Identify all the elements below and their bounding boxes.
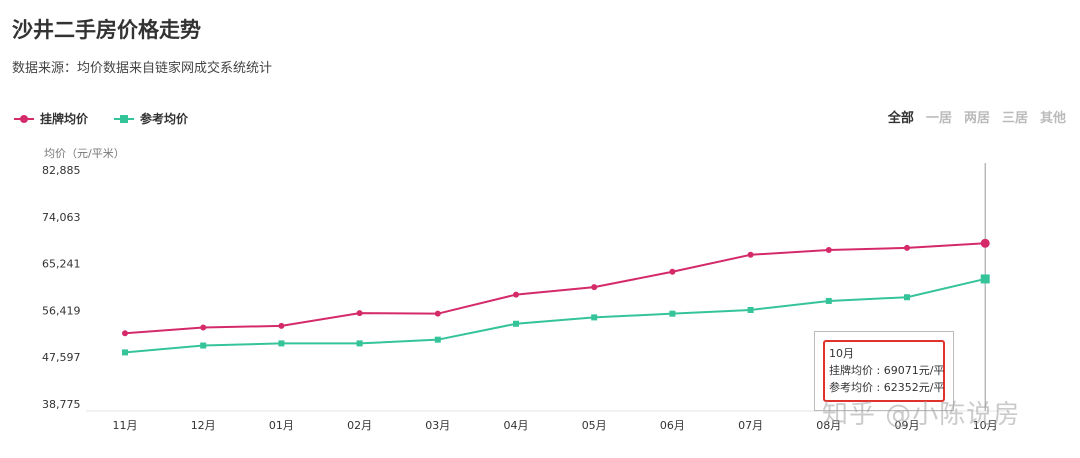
data-point [356, 310, 363, 317]
data-point [904, 244, 910, 251]
data-point [513, 291, 519, 298]
data-point [669, 268, 676, 275]
filter-three-bedroom[interactable]: 三居 [1001, 111, 1028, 126]
legend-item-reference[interactable]: 参考均价 [114, 110, 188, 127]
data-point [747, 251, 754, 258]
data-point [747, 306, 754, 313]
tooltip-title: 10月 [829, 347, 854, 360]
data-point [591, 314, 598, 321]
y-tick-label: 74,063 [42, 211, 81, 224]
x-tick-label: 11月 [113, 419, 138, 432]
watermark: 知乎 @小陈说房 [822, 400, 1021, 430]
filter-one-bedroom[interactable]: 一居 [925, 111, 952, 126]
data-point [825, 247, 832, 254]
x-tick-label: 09月 [895, 419, 920, 432]
data-point [278, 340, 285, 347]
chart-title: 沙井二手房价格走势 [12, 18, 201, 42]
y-tick-label: 65,241 [42, 258, 81, 271]
data-point [904, 294, 910, 301]
data-point [825, 297, 832, 304]
legend: 挂牌均价 参考均价 [14, 110, 188, 127]
data-point [122, 330, 128, 337]
data-point [122, 349, 128, 356]
series-line [124, 242, 986, 335]
data-point [200, 324, 207, 331]
tooltip-listing-value: 挂牌均价 : 69071元/平 [829, 364, 945, 377]
filter-all[interactable]: 全部 [887, 111, 914, 126]
legend-square-marker-icon [114, 114, 135, 124]
legend-label-listing: 挂牌均价 [40, 112, 89, 126]
x-tick-label: 07月 [738, 419, 763, 432]
x-tick-label: 05月 [582, 419, 607, 432]
x-tick-label: 08月 [816, 419, 841, 432]
data-point [434, 310, 441, 317]
data-point [591, 284, 598, 291]
data-point [200, 342, 207, 349]
tooltip-highlight-box: 10月 挂牌均价 : 69071元/平 参考均价 : 62352元/平 [823, 340, 945, 402]
y-tick-label: 38,775 [42, 398, 81, 411]
data-point [434, 336, 441, 343]
data-point [980, 238, 990, 248]
filter-two-bedroom[interactable]: 两居 [963, 111, 990, 126]
x-tick-label: 06月 [660, 419, 685, 432]
y-tick-label: 47,597 [42, 351, 81, 364]
y-axis-label: 均价（元/平米） [44, 147, 125, 160]
data-point [669, 310, 676, 317]
y-tick-label: 82,885 [42, 164, 81, 177]
x-tick-label: 04月 [504, 419, 529, 432]
x-tick-label: 12月 [191, 419, 216, 432]
data-point [513, 320, 519, 327]
tooltip: 10月 挂牌均价 : 69071元/平 参考均价 : 62352元/平 [814, 331, 954, 411]
chart-subtitle: 数据来源：均价数据来自链家网成交系统统计 [12, 61, 273, 76]
data-point [980, 274, 990, 284]
data-point [278, 322, 285, 329]
x-tick-label: 10月 [973, 419, 998, 432]
x-tick-label: 02月 [347, 419, 372, 432]
data-point [356, 340, 363, 347]
x-tick-label: 01月 [269, 419, 294, 432]
room-type-filter: 全部 一居 两居 三居 其他 [888, 107, 1066, 126]
tooltip-reference-value: 参考均价 : 62352元/平 [829, 381, 945, 394]
legend-label-reference: 参考均价 [140, 112, 189, 126]
legend-circle-marker-icon [14, 114, 34, 124]
x-tick-label: 03月 [425, 419, 450, 432]
filter-other[interactable]: 其他 [1039, 111, 1066, 126]
series-line [124, 277, 986, 354]
y-tick-label: 56,419 [42, 304, 81, 317]
legend-item-listing[interactable]: 挂牌均价 [14, 110, 88, 127]
